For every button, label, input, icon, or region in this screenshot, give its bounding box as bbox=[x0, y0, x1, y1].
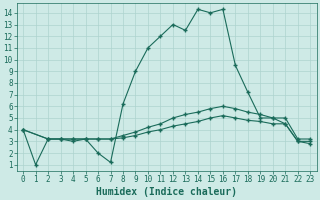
X-axis label: Humidex (Indice chaleur): Humidex (Indice chaleur) bbox=[96, 186, 237, 197]
